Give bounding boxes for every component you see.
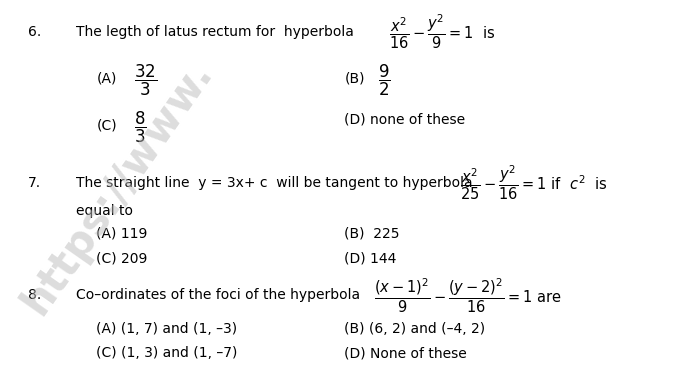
Text: The straight line  y = 3x+ c  will be tangent to hyperbola: The straight line y = 3x+ c will be tang… xyxy=(76,176,477,190)
Text: $\dfrac{8}{3}$: $\dfrac{8}{3}$ xyxy=(134,110,147,145)
Text: (C): (C) xyxy=(96,118,117,132)
Text: (D) None of these: (D) None of these xyxy=(344,346,467,361)
Text: (A) (1, 7) and (1, –3): (A) (1, 7) and (1, –3) xyxy=(96,322,238,336)
Text: $\dfrac{9}{2}$: $\dfrac{9}{2}$ xyxy=(378,63,390,98)
Text: 8.: 8. xyxy=(28,288,41,303)
Text: 7.: 7. xyxy=(28,176,41,190)
Text: The legth of latus rectum for  hyperbola: The legth of latus rectum for hyperbola xyxy=(76,25,358,39)
Text: (B): (B) xyxy=(344,71,365,86)
Text: (C) 209: (C) 209 xyxy=(96,251,148,265)
Text: $\dfrac{(x-1)^2}{9}-\dfrac{(y-2)^2}{16}=1$ are: $\dfrac{(x-1)^2}{9}-\dfrac{(y-2)^2}{16}=… xyxy=(374,276,562,315)
Text: (D) 144: (D) 144 xyxy=(344,251,397,265)
Text: (B) (6, 2) and (–4, 2): (B) (6, 2) and (–4, 2) xyxy=(344,322,486,336)
Text: https://www.: https://www. xyxy=(14,52,220,322)
Text: $\dfrac{32}{3}$: $\dfrac{32}{3}$ xyxy=(134,63,158,98)
Text: $\dfrac{x^2}{16}-\dfrac{y^2}{9}=1$  is: $\dfrac{x^2}{16}-\dfrac{y^2}{9}=1$ is xyxy=(389,13,495,51)
Text: (B)  225: (B) 225 xyxy=(344,227,400,241)
Text: (A): (A) xyxy=(96,71,117,86)
Text: equal to: equal to xyxy=(76,204,133,218)
Text: $\dfrac{x^2}{25}-\dfrac{y^2}{16}=1$ if  $c^2$  is: $\dfrac{x^2}{25}-\dfrac{y^2}{16}=1$ if $… xyxy=(460,164,608,202)
Text: (A) 119: (A) 119 xyxy=(96,227,148,241)
Text: 6.: 6. xyxy=(28,25,41,39)
Text: (C) (1, 3) and (1, –7): (C) (1, 3) and (1, –7) xyxy=(96,346,238,361)
Text: (D) none of these: (D) none of these xyxy=(344,113,466,127)
Text: Co–ordinates of the foci of the hyperbola: Co–ordinates of the foci of the hyperbol… xyxy=(76,288,364,303)
